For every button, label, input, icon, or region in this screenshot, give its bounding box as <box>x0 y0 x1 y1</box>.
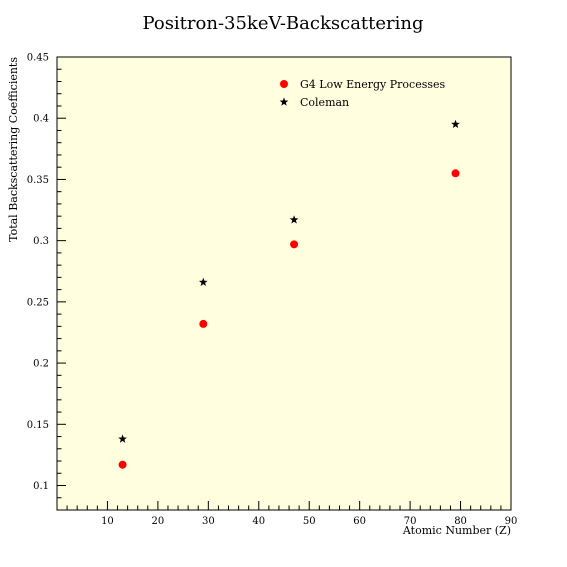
legend-label: G4 Low Energy Processes <box>300 78 446 91</box>
y-tick-label: 0.4 <box>33 114 49 125</box>
g4-data-point <box>199 319 208 328</box>
y-axis: 0.1 0.15 0.2 0.25 0.3 0.35 0.4 0.45 <box>27 53 66 511</box>
g4-data-point <box>451 169 460 178</box>
x-axis: 10 20 30 40 50 60 70 80 90 <box>56 501 518 527</box>
x-tick-label: 80 <box>454 516 467 527</box>
coleman-data-point <box>118 434 127 443</box>
chart-title: Positron-35keV-Backscattering <box>142 13 423 34</box>
y-tick-label: 0.45 <box>27 53 49 64</box>
legend-label: Coleman <box>300 96 349 109</box>
y-tick-label: 0.3 <box>33 236 49 247</box>
x-tick-label: 90 <box>505 516 518 527</box>
x-tick-label: 20 <box>152 516 165 527</box>
x-tick-label: 70 <box>404 516 417 527</box>
coleman-data-point <box>451 119 460 129</box>
g4-data-point <box>290 240 299 249</box>
y-axis-label: Total Backscattering Coefficients <box>7 57 20 242</box>
plot-area <box>56 56 512 511</box>
x-tick-label: 50 <box>303 516 316 527</box>
x-tick-label: 40 <box>252 516 265 527</box>
data-points <box>118 119 460 469</box>
x-tick-label: 10 <box>101 516 114 527</box>
x-axis-label: Atomic Number (Z) <box>402 524 511 537</box>
legend-marker <box>280 80 288 88</box>
g4-data-point <box>118 460 127 469</box>
legend: G4 Low Energy Processes Coleman <box>279 78 446 109</box>
coleman-data-point <box>198 277 208 286</box>
y-tick-label: 0.25 <box>27 297 49 308</box>
y-tick-label: 0.1 <box>33 481 49 492</box>
coleman-data-point <box>289 215 299 224</box>
legend-marker <box>279 97 289 106</box>
y-tick-label: 0.15 <box>27 420 49 431</box>
y-tick-label: 0.35 <box>27 175 49 186</box>
y-tick-label: 0.2 <box>33 359 49 370</box>
x-tick-label: 30 <box>202 516 215 527</box>
x-tick-label: 60 <box>353 516 366 527</box>
